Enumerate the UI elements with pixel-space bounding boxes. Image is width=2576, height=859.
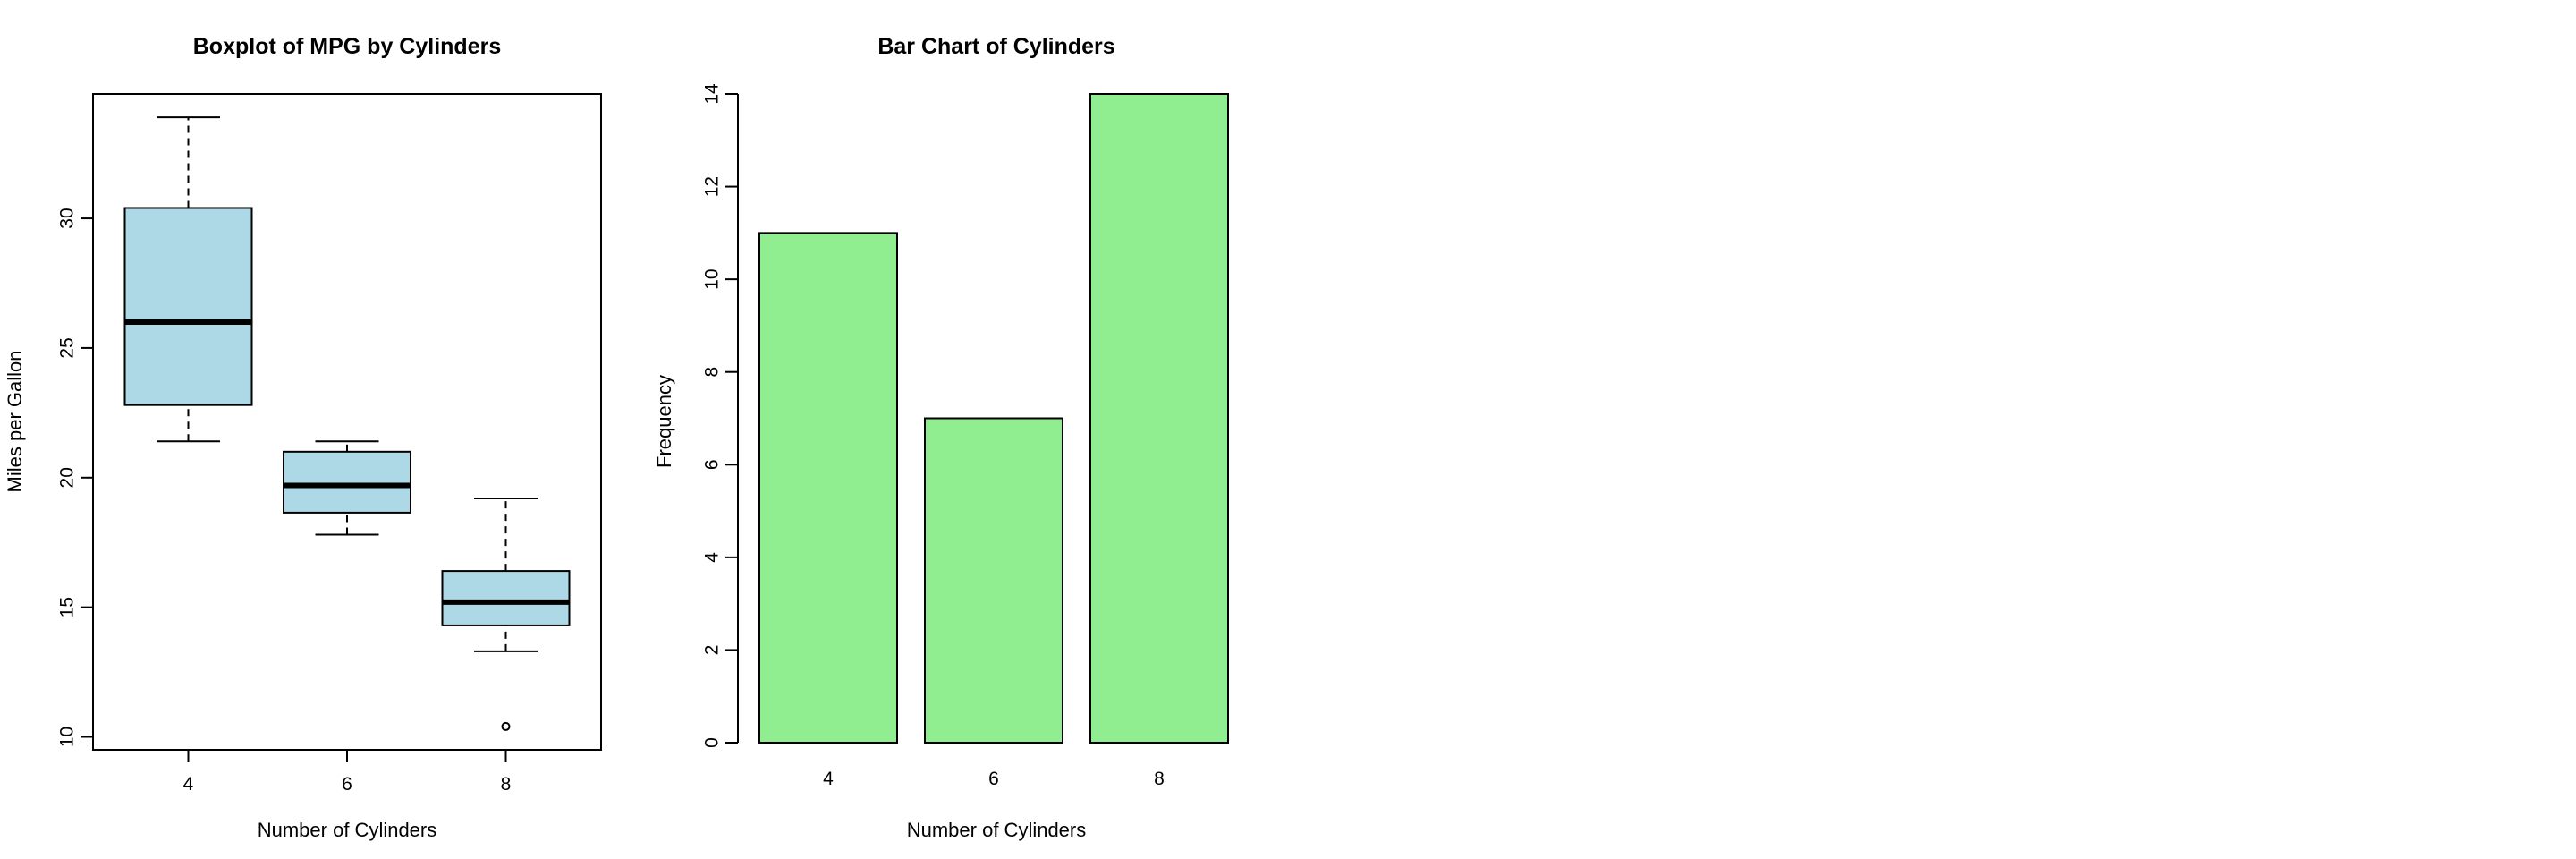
bar-chart-title: Bar Chart of Cylinders (877, 34, 1114, 59)
boxplot-y-tick-label: 25 (56, 337, 77, 358)
bar-6 (924, 417, 1063, 744)
boxplot-box-4 (123, 116, 253, 443)
bar-chart-y-tick-label: 10 (701, 268, 722, 289)
boxplot-x-tick-label: 8 (501, 774, 512, 795)
boxplot-iqr-box (123, 207, 253, 406)
bar-chart-y-tick-label: 8 (701, 367, 722, 378)
bar-chart-x-tick-label: 6 (988, 769, 999, 789)
boxplot-box-8 (441, 497, 571, 731)
boxplot-x-axis: 4 6 8 (183, 750, 512, 795)
boxplot-iqr-box (283, 450, 411, 514)
boxplot-y-tick-label: 30 (56, 208, 77, 228)
bar-chart-y-tick-label: 12 (701, 176, 722, 197)
bar-chart-x-tick-label: 8 (1154, 769, 1165, 789)
bar-chart-x-axis: 4 6 8 (823, 769, 1165, 789)
boxplot-x-tick-label: 4 (183, 774, 194, 795)
boxplot-y-tick-label: 10 (56, 727, 77, 747)
boxplot-x-tick-label: 6 (342, 774, 352, 795)
bar-chart-y-tick-label: 0 (701, 737, 722, 748)
boxplot-y-tick-label: 20 (56, 467, 77, 488)
boxplot-boxes (123, 116, 571, 731)
bar-chart-y-axis-label: Frequency (653, 375, 675, 468)
bar-chart-y-axis: 0 2 4 6 8 10 12 14 (701, 83, 739, 748)
bar-chart-x-axis-label: Number of Cylinders (907, 819, 1087, 841)
boxplot-outlier-point (501, 721, 511, 731)
boxplot-y-axis-label: Miles per Gallon (4, 351, 26, 493)
bar-chart-y-tick-label: 14 (701, 83, 722, 105)
boxplot-panel: Boxplot of MPG by Cylinders 10 15 20 25 30 4… (4, 34, 602, 841)
boxplot-box-6 (283, 440, 411, 536)
bar-chart-y-tick-label: 2 (701, 645, 722, 656)
bar-8 (1089, 93, 1229, 744)
bar-chart-panel: Bar Chart of Cylinders 0 2 4 6 8 10 12 14 4 6 8 N… (653, 34, 1229, 841)
boxplot-x-axis-label: Number of Cylinders (258, 819, 437, 841)
bar-chart-y-tick-label: 4 (701, 552, 722, 563)
bar-4 (758, 232, 898, 744)
boxplot-y-tick-label: 15 (56, 597, 77, 617)
boxplot-iqr-box (441, 570, 571, 626)
bar-chart-x-tick-label: 4 (823, 769, 834, 789)
bar-chart-y-tick-label: 6 (701, 459, 722, 470)
boxplot-y-axis: 10 15 20 25 30 (56, 208, 93, 747)
bar-chart-bars (758, 93, 1229, 744)
boxplot-title: Boxplot of MPG by Cylinders (193, 34, 501, 59)
